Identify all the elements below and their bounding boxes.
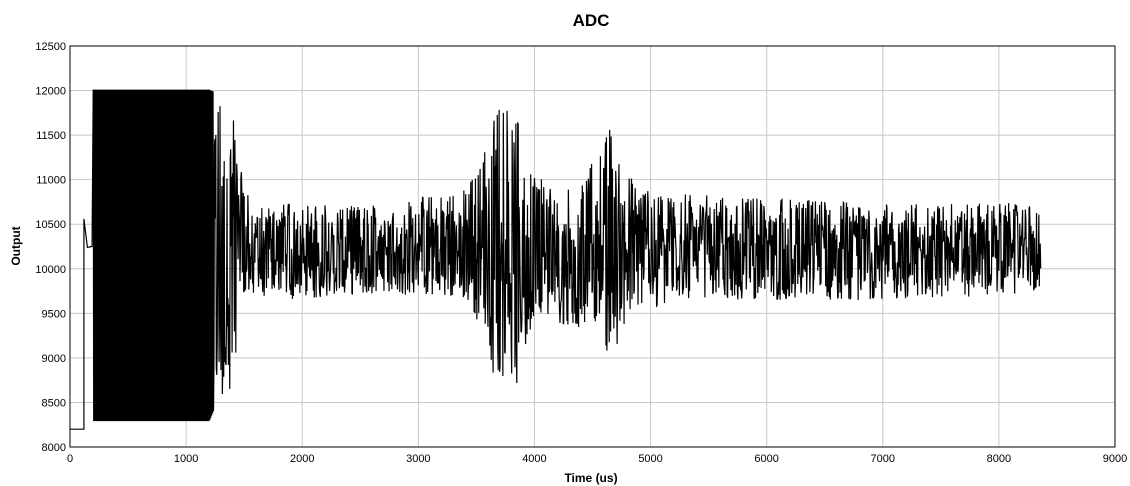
series-trace (70, 89, 1042, 430)
x-tick-label: 6000 (754, 453, 778, 465)
y-tick-label: 10000 (35, 264, 66, 276)
y-tick-label: 9500 (42, 308, 66, 320)
y-tick-label: 12500 (35, 41, 66, 53)
x-tick-label: 8000 (987, 453, 1011, 465)
x-tick-label: 9000 (1103, 453, 1127, 465)
x-tick-label: 7000 (871, 453, 895, 465)
y-tick-label: 8500 (42, 397, 66, 409)
x-tick-label: 2000 (290, 453, 314, 465)
adc-output-line (70, 89, 1042, 430)
x-tick-label: 1000 (174, 453, 198, 465)
x-tick-label: 3000 (406, 453, 430, 465)
y-tick-label: 9000 (42, 353, 66, 365)
y-tick-label: 12000 (35, 86, 66, 98)
x-tick-label: 4000 (522, 453, 546, 465)
y-tick-label: 10500 (35, 219, 66, 231)
y-axis-title: Output (9, 226, 23, 265)
y-tick-label: 11000 (36, 175, 66, 187)
plot-area-frame (69, 45, 1116, 448)
y-tick-label: 8000 (42, 442, 66, 454)
x-axis-title: Time (us) (564, 471, 617, 485)
x-tick-label: 0 (67, 453, 73, 465)
x-tick-label: 5000 (638, 453, 662, 465)
chart-title: ADC (573, 11, 610, 30)
y-tick-label: 11500 (36, 130, 66, 142)
tick-labels: 0 1000 2000 3000 4000 5000 6000 7000 8000 9000 800… (35, 41, 1127, 465)
